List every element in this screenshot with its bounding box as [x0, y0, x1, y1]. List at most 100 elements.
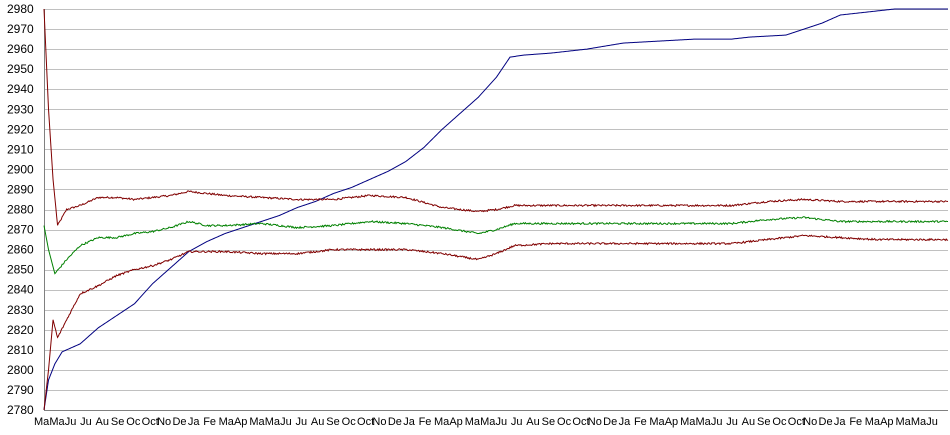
data-point — [767, 201, 768, 202]
y-tick-label: 2860 — [7, 243, 34, 257]
data-point — [66, 319, 67, 320]
x-tick-label: De — [172, 416, 186, 428]
x-tick-label: Ma — [219, 416, 235, 428]
data-point — [695, 38, 696, 39]
x-tick-label: Ma — [680, 416, 696, 428]
series-1 — [43, 8, 949, 411]
data-point — [460, 113, 461, 114]
data-point — [315, 201, 316, 202]
data-point — [550, 53, 551, 54]
data-point — [333, 225, 334, 226]
data-point — [894, 8, 895, 9]
data-point — [54, 273, 55, 274]
data-point — [550, 205, 551, 206]
data-point — [297, 199, 298, 200]
x-tick-label: Ja — [403, 416, 416, 428]
x-tick-label: Au — [311, 416, 324, 428]
y-tick-label: 2870 — [7, 223, 34, 237]
data-point — [858, 12, 859, 13]
data-point — [767, 239, 768, 240]
data-point — [98, 285, 99, 286]
x-tick-label: Ju — [726, 416, 738, 428]
y-tick-label: 2830 — [7, 303, 34, 317]
x-tick-label: Ma — [649, 416, 665, 428]
x-tick-label: Ma — [480, 416, 496, 428]
data-point — [731, 205, 732, 206]
data-point — [496, 253, 497, 254]
series-line — [43, 8, 948, 411]
data-point — [43, 225, 44, 226]
series-group — [43, 8, 949, 411]
data-point — [749, 36, 750, 37]
x-tick-label: Se — [326, 416, 339, 428]
x-tick-label: Ju — [496, 416, 508, 428]
y-tick-label: 2780 — [7, 403, 34, 417]
data-point — [206, 193, 207, 194]
data-point — [586, 243, 587, 244]
data-point — [948, 8, 949, 9]
data-point — [80, 245, 81, 246]
data-point — [586, 223, 587, 224]
y-tick-label: 2850 — [7, 263, 34, 277]
data-point — [423, 147, 424, 148]
data-point — [804, 235, 805, 236]
data-point — [134, 269, 135, 270]
data-point — [224, 195, 225, 196]
data-point — [134, 233, 135, 234]
x-tick-label: Au — [526, 416, 539, 428]
data-point — [514, 245, 515, 246]
x-tick-label: Ju — [511, 416, 523, 428]
series-line — [43, 216, 949, 275]
data-point — [224, 225, 225, 226]
x-tick-label: No — [588, 416, 602, 428]
x-tick-label: Ma — [865, 416, 881, 428]
x-tick-label: Ap — [234, 416, 247, 428]
x-tick-label: De — [819, 416, 833, 428]
x-tick-label: Ap — [880, 416, 893, 428]
data-point — [116, 237, 117, 238]
data-point — [514, 223, 515, 224]
data-point — [840, 201, 841, 202]
data-point — [224, 233, 225, 234]
y-tick-label: 2910 — [7, 142, 34, 156]
data-point — [206, 251, 207, 252]
x-tick-label: Ju — [65, 416, 77, 428]
data-point — [876, 239, 877, 240]
data-point — [279, 215, 280, 216]
data-point — [948, 221, 949, 222]
x-tick-label: Fe — [203, 416, 216, 428]
data-point — [523, 55, 524, 56]
data-point — [442, 207, 443, 208]
x-tick-label: Oc — [772, 416, 787, 428]
x-tick-label: Ma — [265, 416, 281, 428]
data-point — [333, 199, 334, 200]
x-tick-label: Oc — [342, 416, 357, 428]
y-tick-label: 2900 — [7, 162, 34, 176]
data-point — [188, 221, 189, 222]
data-point — [550, 223, 551, 224]
x-tick-label: Oct — [357, 416, 374, 428]
data-point — [623, 205, 624, 206]
data-point — [261, 223, 262, 224]
data-point — [48, 369, 49, 370]
data-point — [116, 315, 117, 316]
gridlines — [44, 9, 948, 411]
x-tick-label: Fe — [849, 416, 862, 428]
y-tick-label: 2790 — [7, 383, 34, 397]
data-point — [297, 253, 298, 254]
data-point — [387, 171, 388, 172]
data-point — [767, 219, 768, 220]
x-tick-label: Oct — [142, 416, 159, 428]
data-point — [261, 197, 262, 198]
data-point — [297, 207, 298, 208]
data-point — [52, 179, 53, 180]
x-tick-label: Ju — [80, 416, 92, 428]
data-point — [57, 225, 58, 226]
data-point — [152, 197, 153, 198]
data-point — [876, 221, 877, 222]
data-point — [586, 49, 587, 50]
y-tick-label: 2940 — [7, 82, 34, 96]
data-point — [116, 197, 117, 198]
data-point — [369, 195, 370, 196]
